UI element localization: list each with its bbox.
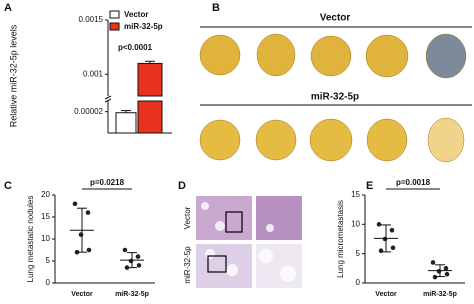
legend-swatch [109, 22, 120, 31]
row-label: miR-32-5p [183, 246, 192, 284]
panel-label: C [4, 180, 12, 192]
panel-label: D [178, 180, 186, 192]
x-tick-label: miR-32-5p [423, 291, 457, 298]
y-tick-label: 20 [41, 190, 50, 199]
bar [115, 112, 137, 134]
data-point [86, 247, 92, 253]
panel-label: E [366, 180, 373, 192]
annotation: p=0.0018 [396, 178, 431, 187]
y-axis-label: Lung micrometastasis [336, 200, 345, 278]
data-point [430, 260, 436, 265]
lung-photos: Vector miR-32-5p [199, 13, 472, 163]
data-point [382, 236, 388, 242]
panel-label: B [212, 2, 220, 14]
y-tick-label: 15 [351, 190, 360, 199]
histology: Vector miR-32-5p [183, 196, 302, 288]
row-label: Vector [183, 206, 192, 229]
y-tick-label: 0.0015 [79, 15, 104, 24]
y-tick-label: 0 [356, 278, 361, 287]
data-point [444, 271, 450, 277]
bar [137, 100, 163, 134]
y-tick-label: 10 [41, 234, 50, 243]
legend-label: miR-32-5p [124, 22, 163, 31]
row-label: miR-32-5p [311, 92, 359, 103]
data-point [136, 263, 142, 268]
legend-label: Vector [124, 10, 148, 19]
panel-label: A [4, 2, 12, 14]
data-point [390, 245, 396, 251]
axis-break [104, 98, 112, 103]
annotation: p<0.0001 [118, 43, 153, 52]
data-point [78, 232, 84, 237]
data-point [432, 274, 438, 280]
data-point [122, 247, 128, 253]
x-tick-label: Vector [71, 291, 93, 298]
data-point [443, 266, 449, 271]
y-tick-label: 0.001 [83, 69, 104, 78]
y-tick-label: 5 [356, 249, 361, 258]
data-point [436, 268, 442, 274]
y-tick-label: 0.00002 [74, 107, 103, 116]
y-tick-label: 15 [41, 212, 50, 221]
x-tick-label: miR-32-5p [115, 291, 149, 298]
y-axis-label: Lung metastatic nodules [26, 196, 35, 283]
annotation: p=0.0218 [90, 178, 125, 187]
data-point [72, 201, 78, 207]
row-label: Vector [320, 13, 351, 24]
data-point [376, 222, 382, 227]
data-point [135, 254, 141, 259]
bar [137, 62, 163, 97]
y-tick-label: 5 [46, 256, 51, 265]
y-axis-label: Relative miR-32-5p levels [8, 24, 18, 127]
data-point [389, 227, 395, 233]
legend-swatch [109, 10, 120, 19]
data-point [85, 210, 91, 215]
y-tick-label: 10 [351, 219, 360, 228]
x-tick-label: Vector [375, 291, 397, 298]
axis-break [104, 95, 112, 100]
y-tick-label: 0 [46, 278, 51, 287]
data-point [128, 258, 134, 264]
